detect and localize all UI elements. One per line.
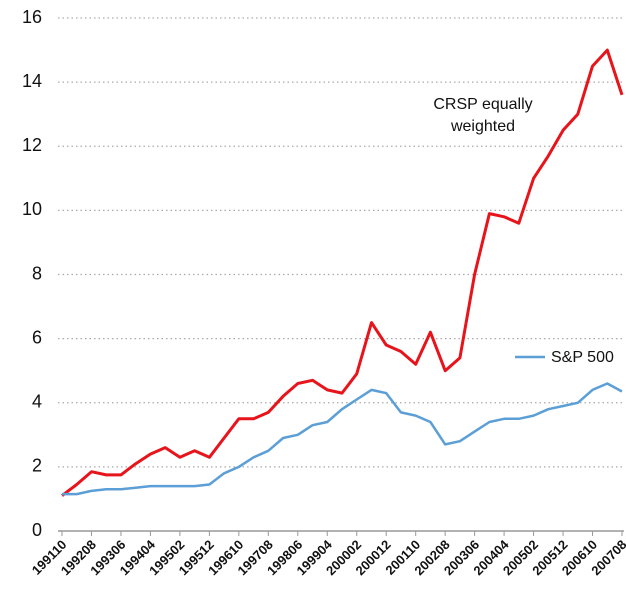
y-tick-label: 16	[22, 7, 42, 27]
y-tick-label: 6	[32, 327, 42, 347]
y-tick-label: 10	[22, 199, 42, 219]
y-tick-label: 14	[22, 71, 42, 91]
annotation: weighted	[450, 118, 515, 135]
y-tick-label: 2	[32, 456, 42, 476]
annotation: CRSP equally	[433, 96, 532, 113]
y-tick-label: 0	[32, 520, 42, 540]
y-tick-label: 4	[32, 392, 42, 412]
y-tick-label: 8	[32, 263, 42, 283]
line	[62, 382, 623, 496]
legend-label: S&P 500	[551, 349, 614, 366]
y-tick-label: 12	[22, 135, 42, 155]
line	[61, 48, 624, 497]
